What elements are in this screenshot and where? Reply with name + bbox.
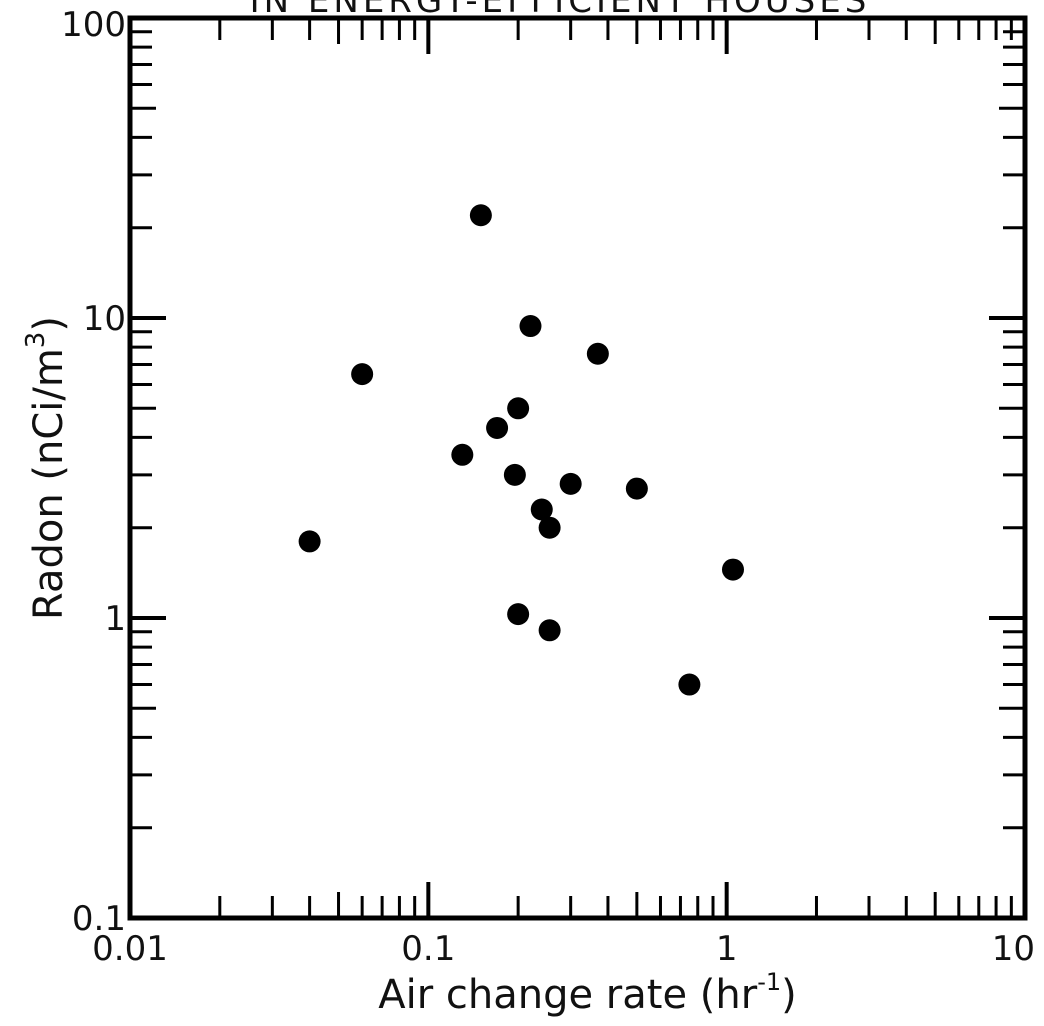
data-point: [721, 558, 744, 581]
data-point: [519, 315, 542, 338]
data-point: [530, 498, 553, 521]
y-axis-label-superscript: 3: [21, 332, 51, 349]
data-point: [678, 673, 701, 696]
data-point: [586, 342, 609, 365]
y-axis-label: Radon (nCi/m3): [21, 316, 72, 620]
data-point: [507, 603, 530, 626]
y-tick-label: 0.1: [72, 899, 126, 939]
plot-frame: [127, 15, 1028, 921]
data-points: [298, 204, 744, 696]
data-point: [351, 363, 374, 386]
axis-ticks: [128, 16, 1027, 920]
y-tick-label: 1: [104, 599, 126, 639]
x-axis-label-superscript: -1: [757, 968, 781, 996]
data-point: [559, 472, 582, 495]
x-axis-label-main: Air change rate (hr: [378, 972, 757, 1018]
data-point: [451, 443, 474, 466]
data-point: [298, 530, 321, 553]
data-point: [625, 477, 648, 500]
x-tick-label: 0.01: [92, 929, 168, 969]
data-point: [469, 204, 492, 227]
data-point: [507, 397, 530, 420]
y-axis-label-end: ): [26, 316, 72, 332]
y-axis-label-main: Radon (nCi/m: [26, 348, 72, 620]
x-axis-label: Air change rate (hr-1): [378, 968, 796, 1018]
x-tick-label: 10: [992, 929, 1035, 969]
data-point: [538, 619, 561, 642]
data-point: [486, 416, 509, 439]
x-axis-label-end: ): [781, 972, 797, 1018]
data-point: [503, 463, 526, 486]
data-point: [538, 516, 561, 539]
y-tick-label: 100: [61, 5, 126, 45]
y-tick-label: 10: [83, 299, 126, 339]
x-tick-label: 1: [716, 929, 738, 969]
x-tick-label: 0.1: [401, 929, 455, 969]
